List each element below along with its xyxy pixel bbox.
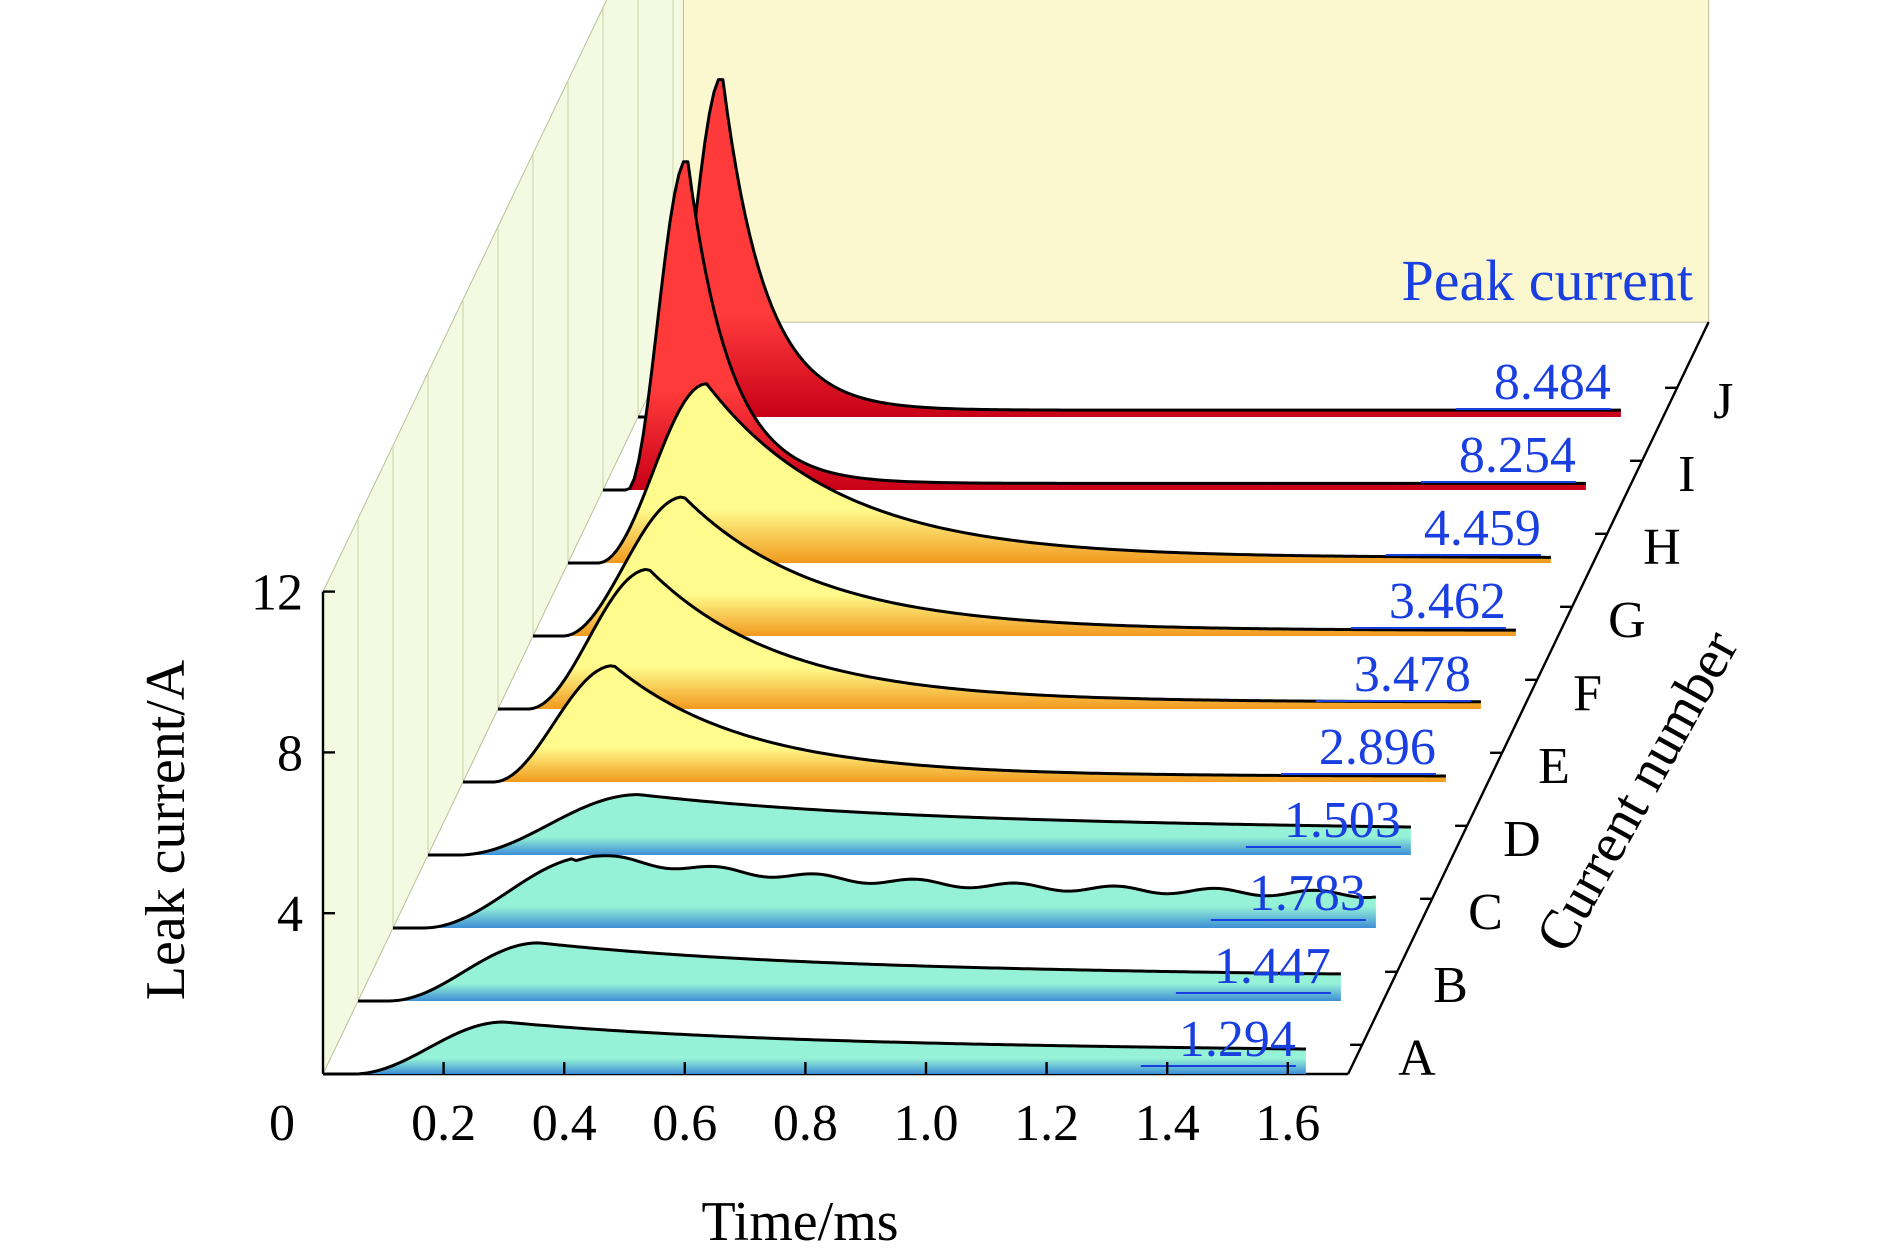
series-line [428, 793, 1411, 857]
x-tick-label: 0.2 [411, 1095, 476, 1152]
series-line [603, 160, 1586, 492]
peak-value-label-J: 8.484 [1494, 354, 1611, 411]
series-line [533, 495, 1516, 638]
x-tick-label: 0.8 [773, 1095, 838, 1152]
peak-value-label-A: 1.294 [1179, 1011, 1296, 1068]
series-area [393, 855, 1376, 928]
z-tick-label-J: J [1713, 373, 1733, 430]
y-tick-label: 12 [251, 565, 303, 622]
x-tick-label: 0.6 [652, 1095, 717, 1152]
z-tick-label-H: H [1643, 519, 1681, 576]
x-tick-label: 1.4 [1135, 1095, 1200, 1152]
series-line [323, 1020, 1306, 1076]
series-line [638, 78, 1621, 419]
peak-value-label-H: 4.459 [1424, 500, 1541, 557]
z-axis-line [1347, 321, 1710, 1075]
series-area [428, 794, 1411, 855]
grid-lines [357, 0, 674, 1001]
series-line [393, 854, 1377, 930]
x-tick-label: 1.6 [1255, 1095, 1320, 1152]
y-axis-title: Leak current/A [135, 659, 197, 1000]
x-axis-title: Time/ms [701, 1191, 898, 1249]
x-tick-label: 1.2 [1014, 1095, 1079, 1152]
z-tick-label-C: C [1468, 884, 1503, 941]
peak-value-label-C: 1.783 [1249, 865, 1366, 922]
x-tick-label: 1.0 [894, 1095, 959, 1152]
series-C [393, 854, 1377, 930]
series-line [463, 664, 1446, 784]
series-A [323, 1020, 1306, 1076]
series-H [568, 382, 1551, 565]
z-tick-label-E: E [1538, 738, 1570, 795]
series-D [428, 793, 1411, 857]
y-tick-label: 4 [277, 886, 303, 943]
series-layer [323, 78, 1621, 1076]
series-area [358, 942, 1341, 1001]
z-tick-label-B: B [1433, 957, 1468, 1014]
series-B [358, 941, 1341, 1003]
series-E [463, 664, 1446, 784]
z-tick-label-F: F [1573, 665, 1602, 722]
peak-value-label-G: 3.462 [1389, 573, 1506, 630]
series-area [323, 1022, 1306, 1074]
y-tick-label: 0 [269, 1095, 295, 1152]
peak-value-label-F: 3.478 [1354, 646, 1471, 703]
peak-value-label-D: 1.503 [1284, 792, 1401, 849]
series-line [568, 382, 1551, 565]
z-tick-label-D: D [1503, 811, 1541, 868]
peak-current-title: Peak current [1402, 248, 1693, 313]
series-area [463, 665, 1446, 782]
series-area [498, 569, 1481, 709]
z-tick-label-G: G [1608, 592, 1646, 649]
y-tick-label: 8 [277, 725, 303, 782]
series-area [568, 383, 1551, 563]
peak-value-label-B: 1.447 [1214, 938, 1331, 995]
peak-value-label-I: 8.254 [1459, 427, 1576, 484]
z-tick-label-A: A [1398, 1030, 1436, 1087]
peak-labels: 8.484 8.254 4.459 3.462 3.478 2.896 1.503 1.783… [1140, 354, 1611, 1068]
peak-value-label-E: 2.896 [1319, 719, 1436, 776]
series-line [358, 941, 1341, 1003]
z-tick-label-I: I [1678, 446, 1695, 503]
series-G [533, 495, 1516, 638]
x-tick-label: 0.4 [532, 1095, 597, 1152]
series-area [533, 497, 1516, 636]
